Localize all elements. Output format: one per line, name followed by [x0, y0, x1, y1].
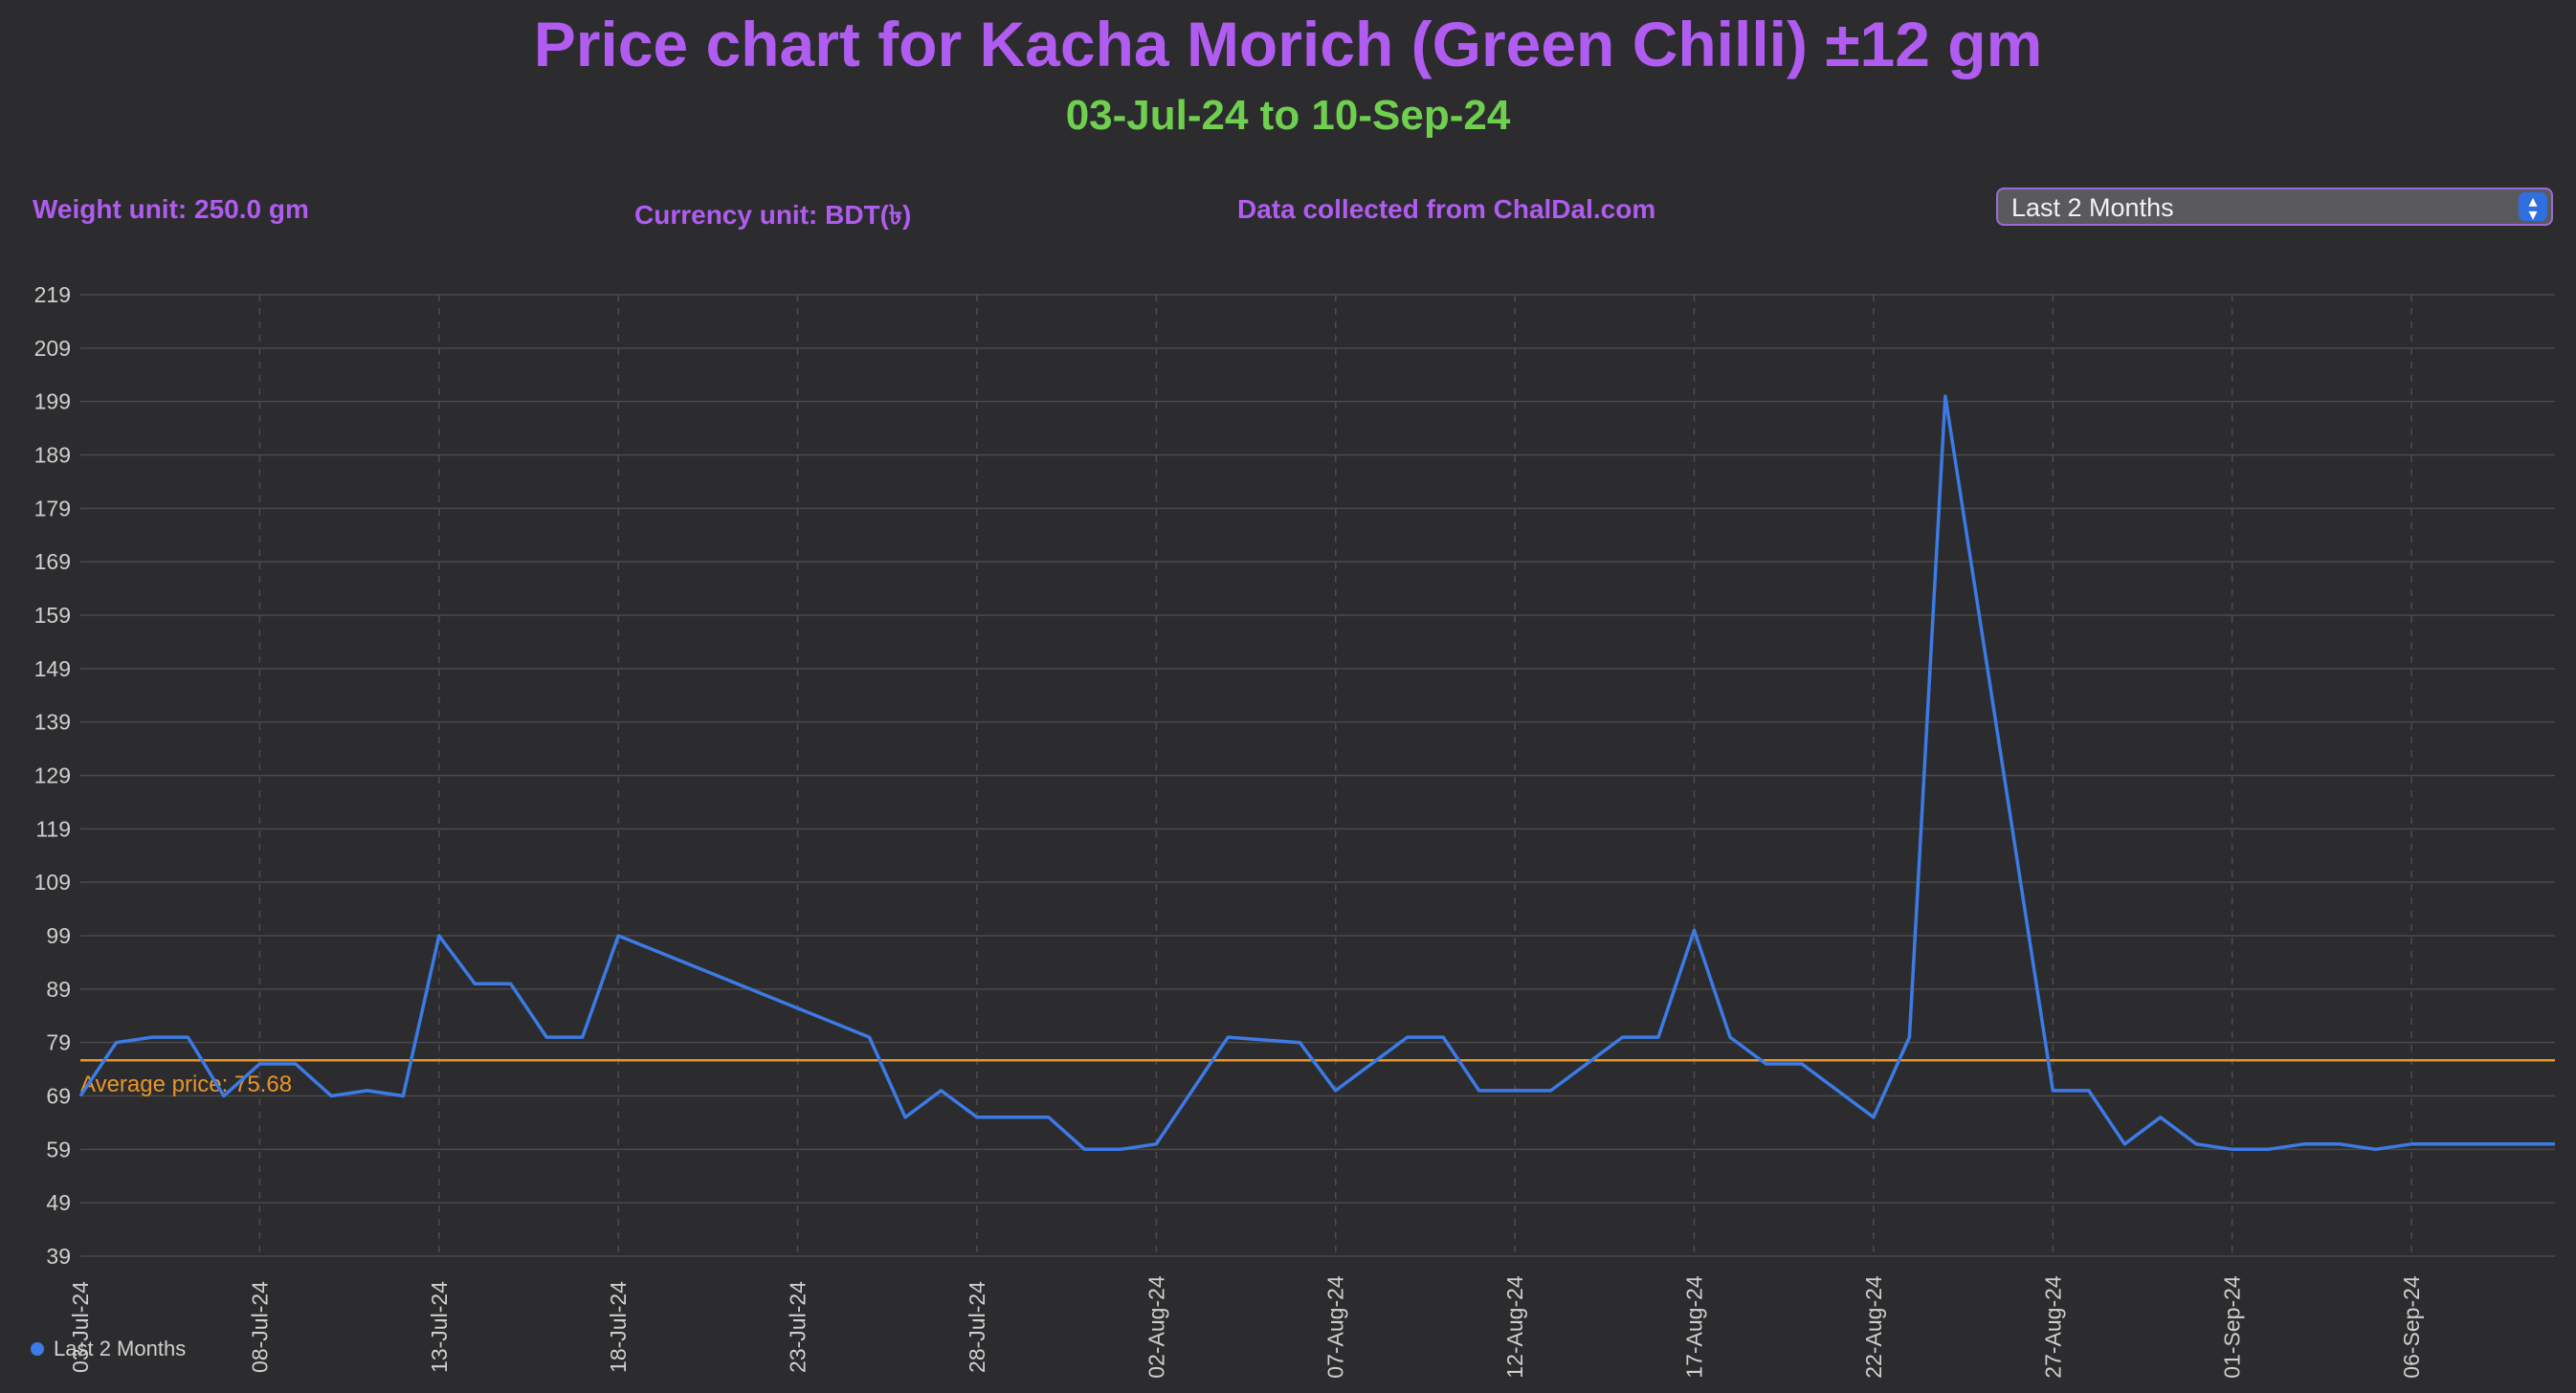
- x-tick-label: 12-Aug-24: [1502, 1275, 1527, 1379]
- chart-legend: Last 2 Months: [31, 1336, 186, 1361]
- data-source-label: Data collected from ChalDal.com: [1237, 194, 1656, 224]
- y-tick-label: 139: [34, 710, 71, 735]
- y-tick-label: 209: [34, 336, 71, 361]
- x-tick-label: 03-Jul-24: [68, 1281, 93, 1373]
- date-range-subtitle: 03-Jul-24 to 10-Sep-24: [1065, 92, 1511, 139]
- price-series-line: [78, 394, 2555, 1152]
- y-tick-label: 149: [34, 656, 71, 681]
- y-tick-label: 59: [46, 1137, 71, 1161]
- y-tick-label: 39: [46, 1244, 71, 1269]
- x-tick-label: 02-Aug-24: [1144, 1275, 1168, 1379]
- y-tick-label: 89: [46, 977, 71, 1002]
- x-tick-label: 13-Jul-24: [427, 1281, 452, 1373]
- legend-label: Last 2 Months: [54, 1337, 187, 1361]
- x-tick-label: 01-Sep-24: [2220, 1275, 2245, 1379]
- range-select[interactable]: Last 2 Months ▴ ▾: [1996, 188, 2553, 226]
- y-tick-label: 119: [35, 816, 71, 841]
- legend-swatch: [31, 1342, 44, 1357]
- y-tick-label: 129: [34, 763, 71, 788]
- x-tick-label: 23-Jul-24: [786, 1281, 811, 1373]
- weight-unit-label: Weight unit: 250.0 gm: [33, 194, 309, 224]
- x-tick-label: 17-Aug-24: [1682, 1275, 1707, 1379]
- x-tick-label: 18-Jul-24: [606, 1281, 631, 1373]
- x-tick-label: 06-Sep-24: [2399, 1275, 2424, 1379]
- page-title: Price chart for Kacha Morich (Green Chil…: [533, 9, 2043, 79]
- x-tick-label: 07-Aug-24: [1323, 1275, 1348, 1379]
- x-tick-label: 28-Jul-24: [965, 1281, 989, 1373]
- range-select-value: Last 2 Months: [2011, 193, 2174, 222]
- y-tick-label: 159: [34, 603, 71, 628]
- x-tick-label: 08-Jul-24: [247, 1281, 272, 1373]
- y-tick-label: 99: [46, 923, 71, 948]
- y-tick-label: 69: [46, 1084, 71, 1109]
- y-tick-label: 49: [46, 1190, 71, 1215]
- x-tick-label: 22-Aug-24: [1861, 1275, 1886, 1379]
- average-label: Average price: 75.68: [80, 1072, 292, 1097]
- y-tick-label: 189: [34, 443, 71, 468]
- updown-chevron-icon: ▴ ▾: [2519, 192, 2547, 223]
- x-tick-label: 27-Aug-24: [2040, 1275, 2065, 1379]
- y-tick-label: 109: [34, 870, 71, 895]
- y-tick-label: 199: [34, 389, 71, 414]
- y-tick-label: 219: [34, 282, 71, 307]
- y-tick-label: 179: [34, 496, 71, 520]
- y-tick-label: 79: [46, 1030, 71, 1055]
- y-tick-label: 169: [34, 549, 71, 574]
- currency-unit-label: Currency unit: BDT(৳): [634, 200, 912, 230]
